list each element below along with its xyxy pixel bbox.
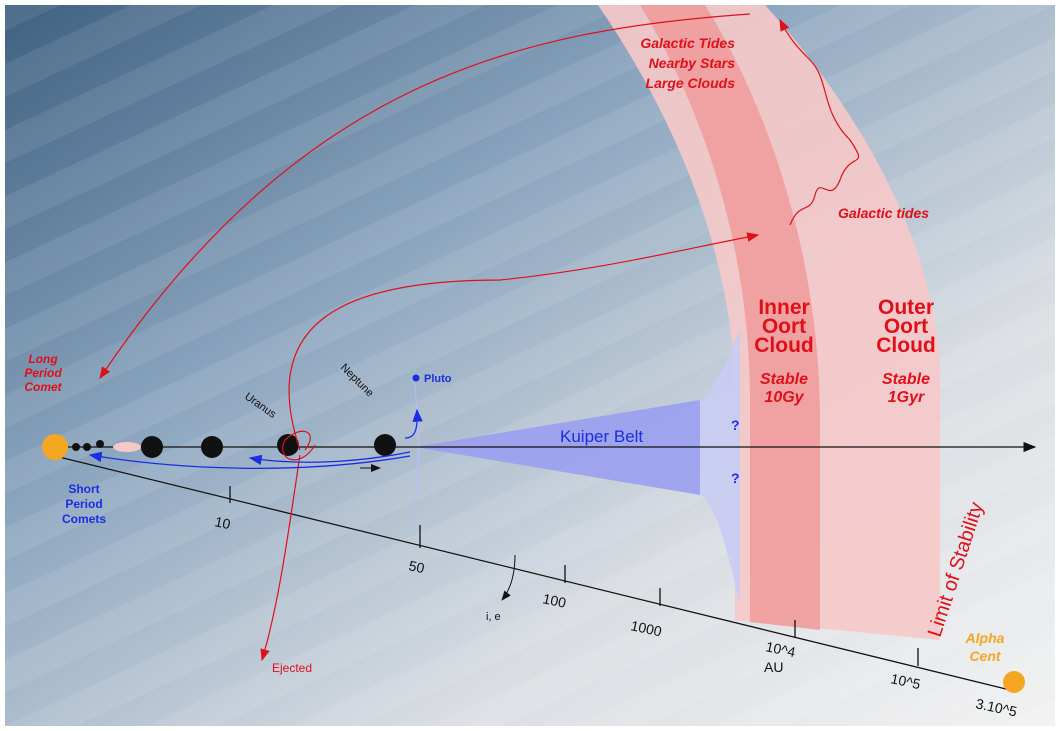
label: Cloud <box>876 334 935 357</box>
label: 10Gy <box>764 389 804 406</box>
pluto <box>412 374 420 382</box>
neptune <box>374 434 396 456</box>
label: Pluto <box>424 373 452 385</box>
tick-label: 10^4 <box>764 638 797 660</box>
label: Cloud <box>754 334 813 357</box>
jupiter <box>141 436 163 458</box>
label: Stable <box>882 371 930 388</box>
planet <box>83 443 91 451</box>
axis-unit: AU <box>764 659 783 675</box>
label: Cent <box>969 648 1001 664</box>
label: Period <box>65 497 102 511</box>
saturn <box>201 436 223 458</box>
label: i, e <box>486 611 501 623</box>
tick-label: 10 <box>213 513 232 532</box>
label: Galactic Tides <box>640 35 735 51</box>
label: Long <box>28 352 58 366</box>
label: Period <box>24 366 62 380</box>
planet <box>96 440 104 448</box>
label: 1Gyr <box>888 389 925 406</box>
label: Galactic tides <box>838 205 929 221</box>
label: Oort <box>762 315 806 338</box>
tick-label: 100 <box>541 590 567 611</box>
label: Oort <box>884 315 928 338</box>
tick-label: 50 <box>407 557 426 576</box>
tick-label: 1000 <box>629 617 663 639</box>
label: Outer <box>878 296 934 319</box>
label: Short <box>68 482 99 496</box>
label: Ejected <box>272 661 312 675</box>
label: Alpha <box>965 630 1005 646</box>
planet <box>72 443 80 451</box>
label: ? <box>731 470 740 486</box>
red-arrows <box>99 13 860 662</box>
label: Nearby Stars <box>649 55 736 71</box>
alpha-cent <box>1003 671 1025 693</box>
label: Kuiper Belt <box>560 427 643 446</box>
label: Comets <box>62 512 106 526</box>
inner-oort-band <box>640 5 820 630</box>
asteroid-belt <box>113 442 141 452</box>
tick-label: 10^5 <box>889 670 922 692</box>
label: Stable <box>760 371 808 388</box>
sun <box>42 434 68 460</box>
distance-axis <box>54 455 1011 691</box>
label: Large Clouds <box>646 75 736 91</box>
kuiper-flare <box>700 330 740 605</box>
label: Inner <box>758 296 809 319</box>
axis-ticks <box>229 486 919 666</box>
label: Comet <box>24 380 62 394</box>
blue-arrows <box>88 408 423 469</box>
inclination-arrow <box>501 554 516 601</box>
label: ? <box>731 417 740 433</box>
